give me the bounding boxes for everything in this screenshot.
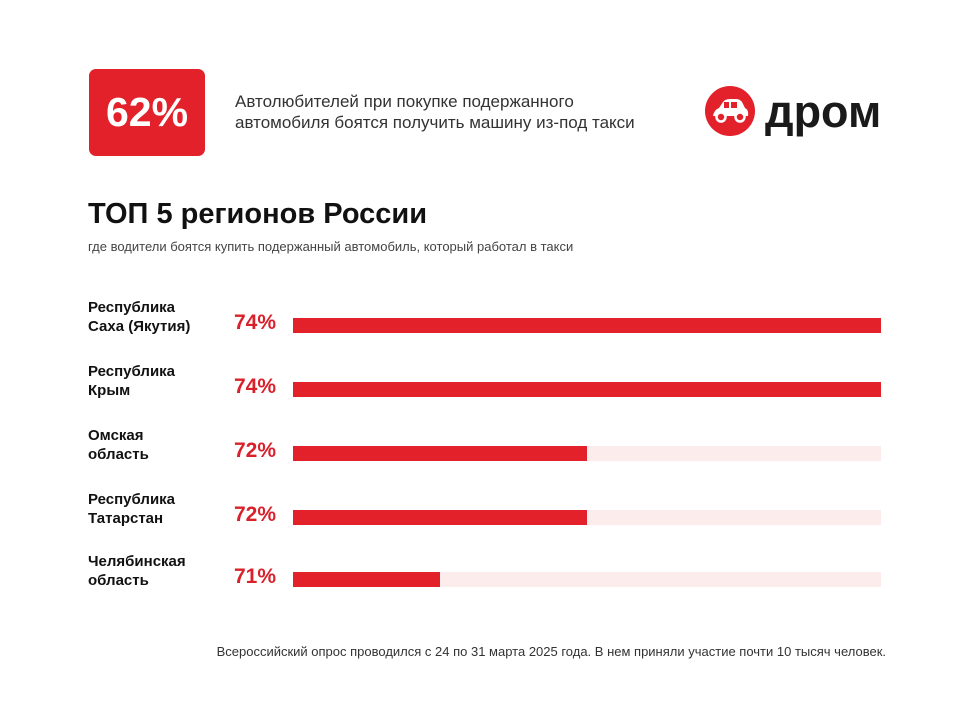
stat-value: 62% (105, 89, 189, 135)
bar (293, 318, 881, 333)
region-label-line: Крым (88, 382, 131, 399)
bar-track (293, 318, 881, 333)
region-label-line: область (88, 446, 149, 463)
survey-footnote: Всероссийский опрос проводился с 24 по 3… (216, 644, 886, 659)
region-label: Республика Саха (Якутия) (88, 298, 218, 336)
region-label-line: Саха (Якутия) (88, 318, 191, 335)
logo-wordmark: дром (765, 85, 882, 137)
region-label: Челябинская область (88, 552, 218, 590)
bar (293, 446, 587, 461)
region-label: Республика Крым (88, 362, 218, 400)
region-label-line: Республика (88, 491, 176, 508)
value-label: 71% (234, 565, 277, 588)
region-label: Омская область (88, 426, 218, 464)
bar-chart: Республика Саха (Якутия) 74% Республика Крым… (88, 290, 888, 600)
region-label: Республика Татарстан (88, 490, 218, 528)
region-label-line: Челябинская (88, 553, 186, 570)
value-label: 72% (234, 503, 277, 526)
stat-description-line: Автолюбителей при покупке подержанного (235, 92, 574, 111)
bar-track (293, 510, 881, 525)
stat-description-line: автомобиля боятся получить машину из-под… (235, 113, 635, 132)
bar-row: Республика Татарстан 72% (88, 490, 888, 546)
bar-track (293, 382, 881, 397)
region-label-line: область (88, 572, 149, 589)
car-logo-icon (705, 86, 755, 136)
bar-row: Республика Саха (Якутия) 74% (88, 298, 888, 354)
drom-logo: дром (704, 84, 894, 138)
value-label: 72% (234, 439, 277, 462)
chart-subtitle: где водители боятся купить подержанный а… (88, 239, 574, 254)
region-label-line: Республика (88, 299, 176, 316)
bar (293, 382, 881, 397)
bar-track (293, 446, 881, 461)
region-label-line: Татарстан (88, 510, 164, 527)
value-label: 74% (234, 375, 277, 398)
bar (293, 510, 587, 525)
stat-description: Автолюбителей при покупке подержанного а… (235, 91, 695, 133)
bar-track (293, 572, 881, 587)
bar (293, 572, 440, 587)
bar-row: Республика Крым 74% (88, 362, 888, 418)
bar-row: Омская область 72% (88, 426, 888, 482)
value-label: 74% (234, 311, 277, 334)
chart-title: ТОП 5 регионов России (88, 198, 428, 230)
bar-row: Челябинская область 71% (88, 552, 888, 608)
region-label-line: Республика (88, 363, 176, 380)
stat-badge: 62% (89, 69, 205, 156)
region-label-line: Омская (88, 427, 144, 444)
